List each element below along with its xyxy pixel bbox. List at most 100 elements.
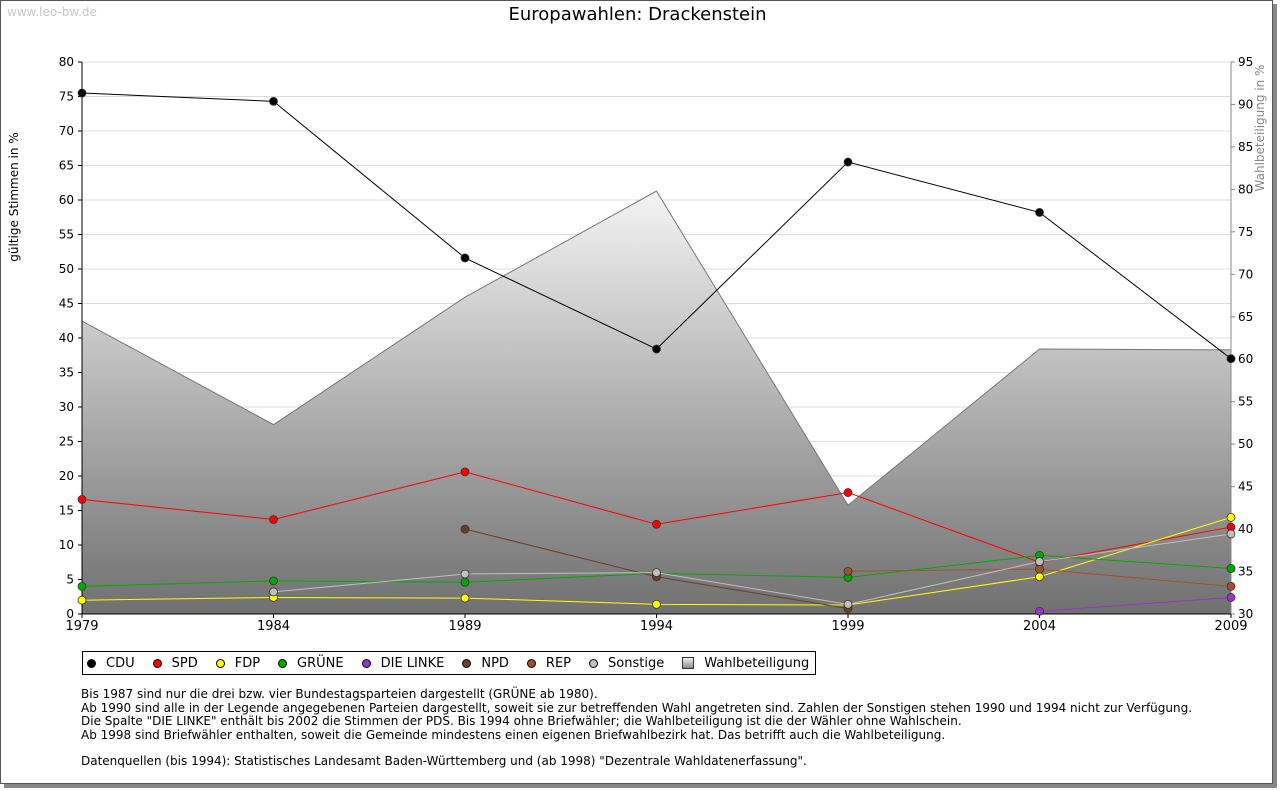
right-tick-label: 75 [1238,225,1253,239]
legend-item: FDP [215,656,260,671]
watermark: www.leo-bw.de [7,5,97,19]
x-tick-label: 1999 [831,619,864,634]
legend-item: Sonstige [589,656,664,671]
legend-marker [278,658,288,668]
left-tick-label: 75 [59,90,74,104]
data-point-fdp [460,593,470,603]
series-line-die-linke [1039,596,1232,612]
x-tick-label: 1984 [257,619,290,634]
turnout-area [82,191,1231,615]
data-point-sonstige [1226,529,1236,539]
x-tick-label: 2009 [1214,619,1247,634]
left-tick-label: 55 [59,228,74,242]
series-rep [843,564,1236,591]
legend-item: NPD [462,656,509,671]
chart-title: Europawahlen: Drackenstein [508,4,767,25]
legend-label: NPD [481,655,509,671]
x-tick-label: 1994 [640,619,673,634]
data-point-die-linke [1226,593,1236,602]
footnote-3: Die Spalte "DIE LINKE" enthält bis 2002 … [81,714,962,728]
left-tick-label: 65 [59,159,74,173]
legend-label: Wahlbeteiligung [704,655,810,671]
legend-label: GRÜNE [297,655,344,671]
legend-marker [526,658,536,668]
legend-item: CDU [87,656,135,671]
data-point-rep [1035,564,1044,574]
data-point-cdu [1226,354,1236,364]
left-tick-label: 35 [59,366,74,380]
left-tick-label: 5 [66,573,74,587]
right-tick-label: 55 [1238,395,1253,409]
right-tick-label: 40 [1238,522,1253,536]
footnote-4: Ab 1998 sind Briefwähler enthalten, sowe… [81,727,946,742]
right-tick-label: 35 [1238,565,1253,579]
legend-label: Sonstige [608,655,665,671]
data-point-spd [269,515,278,524]
series-cdu [77,88,1236,364]
left-tick-label: 25 [59,435,74,449]
right-tick-label: 30 [1238,607,1253,621]
left-tick-label: 40 [59,331,74,345]
right-tick-label: 65 [1238,310,1253,324]
right-tick-label: 85 [1238,140,1253,154]
left-tick-label: 0 [66,607,74,621]
series-line-sonstige [273,533,1232,605]
legend-item: GRÜNE [278,656,344,671]
turnout-area-layer [81,190,1232,615]
legend-marker [682,657,695,669]
legend-item: Wahlbeteiligung [682,656,809,671]
right-tick-label: 60 [1238,352,1253,366]
data-point-cdu [460,253,470,263]
x-tick-label: 2004 [1023,619,1056,634]
data-point-spd [652,519,661,529]
data-point-sonstige [652,568,661,577]
data-point-sonstige [460,569,470,579]
y-axis-title-right: Wahlbeteiligung in % [1253,65,1267,192]
left-tick-label: 80 [59,55,74,69]
legend-item: REP [526,655,572,671]
series-layer [77,88,1236,616]
right-tick-label: 95 [1238,55,1253,69]
data-point-cdu [269,96,278,106]
right-tick-label: 50 [1238,437,1253,451]
legend-label: SPD [171,655,198,671]
legend-marker [87,658,96,668]
data-point-fdp [652,599,661,609]
data-point-gr-ne [1226,564,1236,573]
data-point-fdp [77,595,87,605]
data-point-cdu [1035,208,1044,217]
data-point-fdp [1035,572,1044,582]
left-tick-label: 45 [59,297,74,311]
axis-labels: 0 5 10 15 20 25 30 35 40 45 50 55 60 65 70 75 80 30 35 40 45… [7,55,1267,634]
data-point-spd [77,495,87,504]
data-point-sonstige [269,587,278,597]
legend-label: DIE LINKE [380,655,445,671]
data-point-fdp [1226,513,1236,522]
legend-marker [462,658,472,668]
legend-label: REP [545,655,572,671]
legend-marker [589,658,599,668]
turnout-line [81,190,1232,507]
data-point-gr-ne [269,576,278,586]
footnotes: Bis 1987 sind nur die drei bzw. vier Bun… [81,687,1192,769]
left-tick-label: 10 [59,538,74,552]
data-point-npd [460,524,470,534]
legend-label: CDU [106,655,135,671]
right-tick-label: 45 [1238,480,1253,494]
data-point-sonstige [843,599,853,609]
series-sonstige [269,529,1236,609]
legend-marker [361,658,371,668]
data-point-cdu [77,88,87,98]
data-point-gr-ne [460,577,470,587]
data-point-rep [1226,582,1236,591]
series-die-linke [1035,593,1236,616]
data-point-cdu [843,157,853,167]
x-tick-label: 1979 [65,619,98,634]
legend-marker [152,658,162,668]
data-point-cdu [652,344,661,354]
legend-item: SPD [152,655,198,671]
legend: CDU SPD FDP GRÜNE DIE LINKE NPD REP Sonstige Wah… [82,651,817,675]
right-tick-label: 70 [1238,267,1253,281]
data-point-gr-ne [77,582,87,591]
